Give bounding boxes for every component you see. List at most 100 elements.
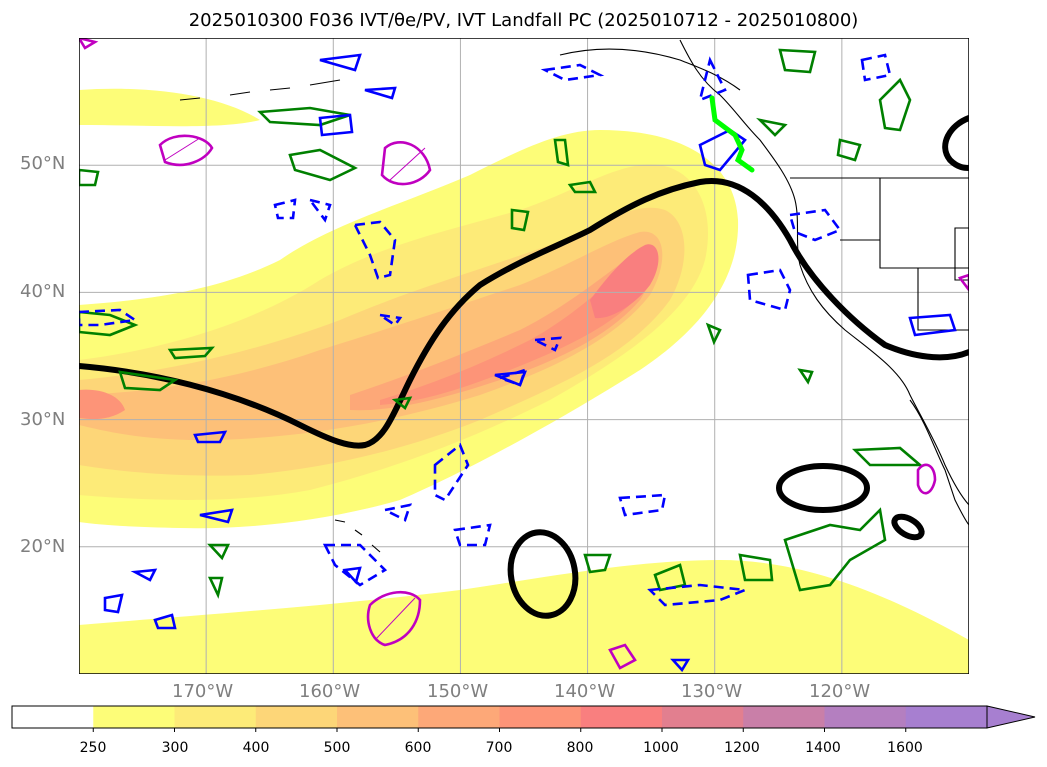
coastlines	[179, 39, 969, 553]
lat-label-30n: 30°N	[20, 409, 66, 430]
colorbar-swatch	[905, 706, 988, 728]
lon-label-140w: 140°W	[554, 681, 616, 702]
pv-dashed-contour	[540, 63, 605, 82]
colorbar-swatch	[12, 706, 94, 728]
mexico-baja	[909, 399, 969, 526]
pv-contour	[391, 396, 413, 411]
colorbar-extend-arrow	[986, 705, 1036, 729]
pv-contour	[567, 180, 598, 194]
pv-contour	[583, 553, 612, 574]
magenta-hatch	[374, 597, 416, 641]
ivt-level-800-west	[79, 389, 125, 420]
pv-contour	[319, 53, 362, 72]
magenta-hatch	[389, 147, 426, 181]
magenta-contour	[366, 591, 422, 647]
pv-contour	[778, 48, 817, 74]
pv-contour	[364, 86, 397, 100]
pv-dashed-contour	[381, 503, 412, 522]
pv-dashed-contour	[495, 367, 528, 387]
pv-contour	[288, 148, 358, 182]
pv-positive-contours	[79, 48, 924, 599]
pv-dashed-contour	[647, 583, 746, 607]
theta-e-ring-small	[891, 513, 925, 541]
ivt-shading	[79, 88, 969, 674]
pv-contour	[738, 553, 774, 582]
colorbar-swatch	[93, 706, 175, 728]
lat-label-50n: 50°N	[20, 153, 66, 174]
pv-contour	[878, 77, 912, 132]
pv-contour	[257, 106, 351, 127]
pv-dashed-contour	[453, 523, 492, 547]
pv-dashed-contour	[618, 493, 667, 517]
pv-contour	[118, 370, 179, 392]
pv-dashed-contour	[746, 268, 792, 312]
colorbar-swatch	[662, 706, 744, 728]
pv-contour	[783, 507, 887, 592]
theta-e-ring-ne	[942, 115, 969, 171]
cbar-tick: 800	[566, 740, 594, 756]
magenta-contour	[957, 273, 969, 293]
pv-dashed-contour	[322, 543, 388, 587]
ivt-level-800	[590, 244, 659, 319]
pv-dashed-contour	[788, 208, 843, 242]
cbar-tick: 1000	[643, 740, 679, 756]
pv-dashed-contour	[353, 220, 397, 280]
pv-contour	[908, 313, 957, 337]
magenta-contour	[158, 134, 214, 167]
ivt-level-250-north	[79, 88, 260, 127]
lon-label-160w: 160°W	[299, 681, 361, 702]
pv-contour	[836, 138, 862, 162]
pv-dashed-contour	[79, 308, 139, 327]
pv-contour	[851, 446, 924, 467]
ivt-level-600	[350, 249, 654, 411]
magenta-contour	[79, 38, 99, 50]
ivt-landfall-line	[709, 95, 755, 173]
hawaii-islands	[334, 519, 381, 553]
cbar-tick: 400	[242, 740, 270, 756]
pv-contour	[797, 368, 814, 385]
cbar-tick: 700	[485, 740, 513, 756]
pv-contour	[705, 322, 722, 346]
colorbar-swatch	[580, 706, 663, 728]
pv-contour	[79, 310, 139, 337]
pv-contour	[207, 543, 231, 561]
cbar-tick: 250	[79, 740, 107, 756]
cbar-tick: 1200	[724, 740, 760, 756]
pv-contour	[167, 346, 215, 360]
aleutian-islands	[179, 79, 341, 101]
pv-contour	[698, 128, 747, 172]
pv-contour	[670, 658, 691, 673]
pv-dashed-contour	[379, 313, 403, 327]
magenta-contour	[380, 141, 432, 186]
cbar-tick: 300	[161, 740, 189, 756]
pv-negative-dashed-contours	[79, 53, 892, 607]
pv-contour	[153, 613, 177, 630]
pv-contour	[510, 208, 530, 232]
theta-e-ring-east	[776, 463, 870, 513]
lon-label-120w: 120°W	[809, 681, 871, 702]
colorbar-swatch	[743, 706, 825, 728]
cbar-tick: 600	[404, 740, 432, 756]
ivt-level-250-south	[79, 560, 969, 674]
ivt-level-500	[79, 231, 663, 440]
cbar-tick: 1400	[805, 740, 841, 756]
us-state-line-4	[954, 227, 969, 281]
colorbar-swatch	[255, 706, 338, 728]
colorbar-swatch	[418, 706, 500, 728]
north-america-coast	[679, 39, 969, 506]
colorbar-swatch	[499, 706, 582, 728]
pv-dashed-contour	[273, 198, 297, 220]
theta-e-contours	[79, 115, 969, 619]
magenta-contour	[608, 643, 637, 670]
us-state-line-1	[879, 178, 969, 269]
lon-label-170w: 170°W	[172, 681, 234, 702]
colorbar-swatch	[174, 706, 257, 728]
magenta-contours	[79, 38, 969, 670]
pv-contour	[130, 568, 158, 582]
pv-contour	[318, 113, 354, 137]
cbar-tick: 500	[323, 740, 351, 756]
pv-contour	[207, 576, 224, 599]
pv-contour	[653, 563, 687, 592]
lon-label-150w: 150°W	[427, 681, 489, 702]
